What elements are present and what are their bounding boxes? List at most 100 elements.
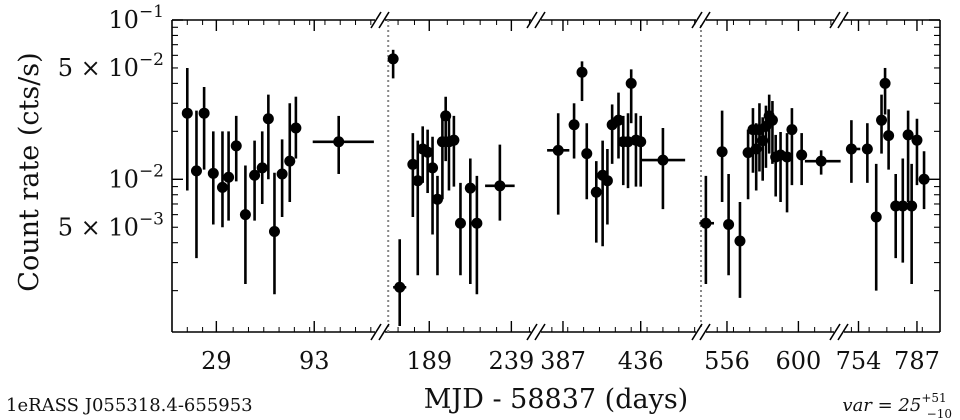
x-tick-label-1-0: 189 (406, 347, 452, 375)
data-point-2-0 (552, 144, 564, 156)
data-point-0-1 (190, 165, 202, 177)
x-tick-label-4-0: 754 (836, 347, 882, 375)
x-tick-label-3-0: 556 (704, 347, 750, 375)
axis-break-slash-top-0-0 (370, 11, 382, 29)
data-point-3-3 (734, 235, 746, 247)
data-point-4-5 (883, 130, 895, 142)
data-point-0-5 (223, 171, 235, 183)
data-point-1-7 (431, 193, 443, 205)
data-point-1-14 (471, 217, 483, 229)
x-tick-label-2-1: 436 (618, 347, 664, 375)
data-point-4-4 (879, 77, 891, 89)
data-point-1-11 (448, 134, 460, 146)
axis-break-slash-bottom-0-1 (378, 323, 390, 341)
data-point-0-2 (198, 107, 210, 119)
data-point-1-6 (427, 162, 439, 174)
data-point-4-9 (906, 200, 918, 212)
data-point-3-16 (796, 149, 808, 161)
data-point-4-3 (876, 114, 888, 126)
y-tick-label-2: 10−2 (108, 161, 164, 193)
data-point-4-0 (845, 143, 857, 155)
axis-break-slash-bottom-1-1 (534, 323, 546, 341)
data-point-0-10 (262, 113, 274, 125)
data-point-1-0 (387, 53, 399, 65)
data-point-0-0 (181, 107, 193, 119)
axis-break-slash-top-0-1 (378, 11, 390, 29)
axis-break-slash-bottom-0-0 (370, 323, 382, 341)
data-point-0-12 (276, 168, 288, 180)
data-point-0-6 (230, 140, 242, 152)
data-point-2-13 (635, 136, 647, 148)
data-point-2-11 (625, 77, 637, 89)
data-point-1-2 (407, 158, 419, 170)
data-point-4-10 (911, 134, 923, 146)
y-tick-label-1: 5 × 10−2 (58, 50, 164, 82)
axis-break-gap-top-1 (531, 17, 541, 23)
data-point-0-15 (333, 136, 345, 148)
variability-upper: +51 (921, 391, 946, 405)
data-point-0-11 (268, 226, 280, 238)
source-name-label: 1eRASS J055318.4-655953 (6, 395, 253, 416)
panel-layer (171, 19, 941, 333)
data-point-1-1 (394, 281, 406, 293)
data-point-0-3 (207, 167, 219, 179)
axis-break-slash-bottom-3-0 (829, 323, 841, 341)
data-point-0-4 (216, 181, 228, 193)
data-point-2-14 (657, 154, 669, 166)
data-point-3-0 (700, 217, 712, 229)
y-tick-label-0: 10−1 (108, 2, 164, 34)
x-tick-label-0-0: 29 (201, 347, 232, 375)
x-tick-label-3-1: 600 (776, 347, 822, 375)
x-tick-label-0-1: 93 (299, 347, 330, 375)
data-point-2-1 (568, 119, 580, 131)
axis-break-slash-bottom-1-0 (526, 323, 538, 341)
data-layer (181, 49, 930, 326)
axis-break-gap-bottom-2 (696, 329, 706, 335)
data-point-2-3 (581, 148, 593, 160)
axis-break-slash-top-3-1 (837, 11, 849, 29)
data-point-0-13 (284, 155, 296, 167)
variability-lower: −10 (927, 407, 952, 420)
axis-break-slash-bottom-2-1 (699, 323, 711, 341)
y-axis-label: Count rate (cts/s) (14, 52, 45, 291)
axis-break-slash-top-2-0 (691, 11, 703, 29)
data-point-0-7 (239, 209, 251, 221)
axis-break-slash-bottom-3-1 (837, 323, 849, 341)
axis-break-slash-top-2-1 (699, 11, 711, 29)
axis-break-slash-top-1-1 (534, 11, 546, 29)
axis-break-slash-top-3-0 (829, 11, 841, 29)
axis-break-slash-top-1-0 (526, 11, 538, 29)
data-point-0-8 (249, 169, 261, 181)
axis-break-gap-bottom-0 (375, 329, 385, 335)
x-tick-label-1-1: 239 (488, 347, 534, 375)
data-point-1-12 (454, 217, 466, 229)
data-point-3-2 (723, 219, 735, 231)
axis-break-gap-bottom-3 (834, 329, 844, 335)
data-point-2-8 (613, 114, 624, 126)
data-point-3-1 (716, 146, 728, 158)
data-point-1-13 (464, 182, 476, 194)
data-point-0-9 (256, 162, 268, 174)
data-point-3-11 (766, 114, 778, 126)
x-tick-label-2-0: 387 (540, 347, 586, 375)
data-point-4-11 (918, 173, 930, 185)
data-point-3-15 (786, 124, 798, 136)
x-tick-label-4-1: 787 (894, 347, 940, 375)
data-point-3-14 (781, 151, 793, 163)
axis-break-gap-top-0 (375, 17, 385, 23)
variability-value: var = 25 (842, 395, 921, 416)
data-point-4-8 (902, 129, 914, 141)
data-point-1-3 (412, 175, 424, 187)
axis-break-gap-top-2 (696, 17, 706, 23)
data-point-4-7 (897, 200, 909, 212)
data-point-1-15 (494, 180, 506, 192)
axis-break-gap-bottom-1 (531, 329, 541, 335)
variability-label: var = 25+51 −10 (842, 391, 952, 420)
data-point-3-17 (815, 155, 827, 167)
y-tick-label-3: 5 × 10−3 (58, 209, 164, 241)
data-point-2-4 (590, 186, 602, 198)
axis-break-gap-top-3 (834, 17, 844, 23)
x-axis-label: MJD - 58837 (days) (424, 384, 688, 415)
data-point-2-6 (601, 175, 613, 187)
